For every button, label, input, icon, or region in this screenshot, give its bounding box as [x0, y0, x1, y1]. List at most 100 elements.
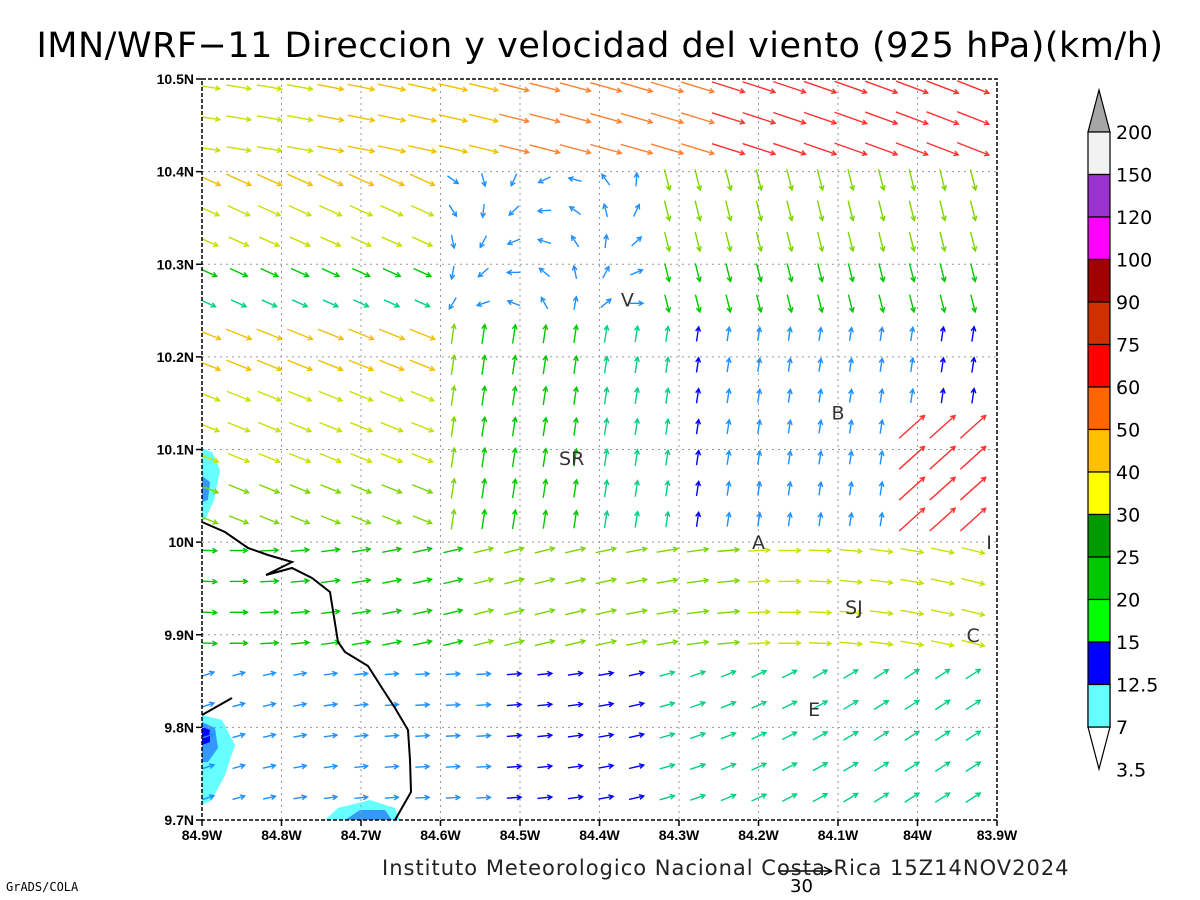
wind-arrow	[450, 446, 457, 468]
wind-arrow	[603, 324, 610, 343]
wind-arrow	[812, 700, 829, 710]
wind-arrow	[601, 173, 611, 186]
wind-arrow	[293, 763, 308, 770]
wind-arrow	[534, 607, 556, 616]
colorbar-label: 60	[1116, 377, 1140, 399]
wind-arrow	[603, 417, 610, 436]
wind-arrow	[664, 356, 671, 373]
wind-arrow	[262, 732, 277, 739]
wind-arrow	[348, 359, 375, 372]
wind-arrow	[878, 449, 885, 465]
colorbar-label: 40	[1116, 462, 1140, 484]
wind-arrow	[959, 476, 987, 501]
wind-arrow	[908, 231, 917, 253]
wind-arrow	[261, 299, 279, 308]
wind-arrow	[934, 699, 951, 711]
wind-arrow	[812, 669, 829, 679]
wind-arrow	[384, 701, 400, 708]
wind-arrow	[848, 449, 854, 465]
wind-arrow	[565, 607, 587, 616]
wind-arrow	[786, 294, 794, 314]
lat-tick-label: 10.1N	[157, 442, 194, 458]
wind-arrow	[786, 200, 794, 222]
wind-arrow	[290, 639, 311, 646]
wind-arrow	[900, 609, 925, 617]
wind-arrow	[445, 732, 462, 739]
wind-arrow	[650, 112, 685, 125]
lat-tick-label: 10.4N	[157, 164, 194, 180]
wind-arrow	[408, 83, 438, 93]
wind-arrow	[381, 484, 403, 494]
wind-arrow	[351, 515, 372, 525]
wind-arrow	[382, 608, 403, 615]
wind-arrow	[349, 390, 374, 402]
wind-arrow	[202, 454, 220, 464]
wind-arrow	[747, 578, 772, 585]
wind-arrow	[816, 231, 825, 253]
wind-arrow	[511, 416, 518, 437]
wind-arrow	[939, 200, 947, 222]
wind-arrow	[725, 449, 732, 465]
wind-arrow	[534, 546, 556, 554]
wind-arrow	[202, 763, 216, 770]
wind-arrow	[786, 169, 794, 192]
wind-arrow	[290, 608, 311, 615]
wind-arrow	[412, 577, 433, 585]
wind-arrow	[202, 485, 220, 494]
wind-arrow	[538, 267, 551, 278]
wind-arrow	[382, 577, 403, 584]
wind-arrow	[226, 146, 253, 154]
wind-arrow	[290, 577, 311, 584]
wind-arrow	[626, 639, 649, 646]
wind-arrow	[781, 793, 798, 802]
wind-arrow	[260, 578, 280, 585]
wind-arrow	[232, 763, 247, 770]
wind-arrow	[259, 515, 280, 525]
wind-arrow	[256, 359, 283, 372]
wind-arrow	[468, 144, 500, 155]
wind-arrow	[926, 80, 960, 95]
wind-arrow	[542, 354, 549, 375]
wind-arrow	[895, 142, 930, 157]
wind-arrow	[720, 793, 737, 802]
wind-arrow	[202, 361, 222, 372]
wind-arrow	[839, 609, 864, 616]
wind-arrow	[481, 354, 488, 375]
wind-arrow	[930, 547, 956, 556]
wind-arrow	[227, 204, 251, 217]
place-label: C	[967, 625, 980, 647]
wind-arrow	[476, 670, 492, 677]
wind-arrow	[511, 446, 518, 468]
wind-arrow	[350, 236, 373, 248]
wind-arrow	[292, 299, 309, 308]
place-label: I	[986, 532, 992, 554]
wind-arrow	[908, 169, 917, 192]
wind-arrow	[939, 263, 947, 283]
colorbar-swatch	[1087, 683, 1111, 728]
wind-arrow	[816, 169, 825, 192]
wind-arrow	[377, 83, 407, 92]
wind-arrow	[468, 113, 500, 124]
wind-arrow	[725, 356, 732, 373]
wind-arrow	[320, 236, 342, 248]
colorbar-label: 20	[1116, 590, 1140, 612]
wind-arrow	[664, 448, 671, 466]
wind-arrow	[567, 701, 584, 708]
wind-arrow	[664, 263, 672, 283]
wind-arrow	[317, 83, 345, 92]
wind-arrow	[747, 547, 772, 554]
lat-tick-label: 10.5N	[157, 71, 194, 87]
wind-arrow	[438, 144, 469, 155]
wind-arrow	[290, 515, 311, 525]
wind-arrow	[751, 700, 768, 709]
wind-arrow	[839, 640, 864, 647]
wind-arrow	[786, 449, 793, 465]
wind-arrow	[506, 763, 523, 770]
colorbar-swatch	[1087, 173, 1111, 218]
wind-arrow	[965, 699, 982, 711]
wind-arrow	[354, 763, 370, 770]
wind-arrow	[878, 418, 885, 434]
wind-arrow	[878, 387, 885, 403]
wind-arrow	[379, 390, 405, 402]
wind-arrow	[293, 732, 308, 739]
